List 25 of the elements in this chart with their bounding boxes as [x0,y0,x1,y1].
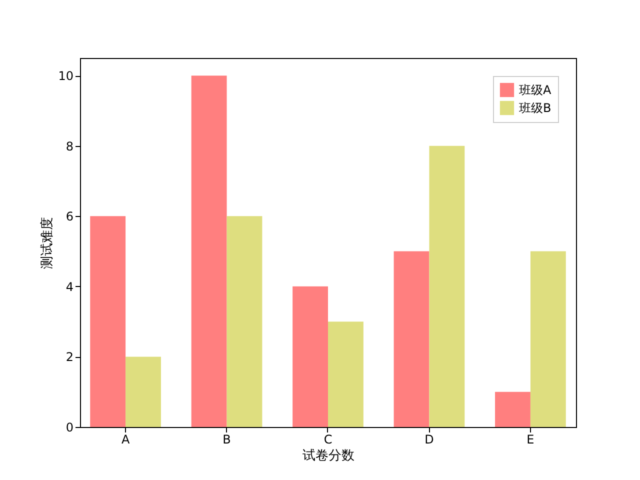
bar [292,286,328,427]
bar [530,251,566,427]
bar [394,251,430,427]
x-tick-label: D [424,432,434,446]
bar [226,216,262,427]
y-tick-label: 0 [66,420,74,434]
x-tick-label: E [526,432,534,446]
x-axis-title: 试卷分数 [302,448,354,464]
x-tick-label: A [121,432,130,446]
y-tick-label: 10 [58,69,74,84]
bar [191,76,227,427]
y-tick-label: 8 [66,139,74,154]
y-tick-label: 2 [66,350,74,364]
bar [90,216,126,427]
y-tick-label: 6 [66,210,74,224]
legend-label: 班级B [519,101,552,115]
bar [126,356,161,427]
bar [495,392,530,427]
bar [328,322,364,427]
bar [429,146,465,427]
legend-label: 班级A [519,83,552,97]
y-axis-title: 测试难度 [39,217,56,269]
x-tick-label: C [324,432,332,446]
x-tick-label: B [222,432,231,446]
y-tick-label: 4 [66,280,74,294]
